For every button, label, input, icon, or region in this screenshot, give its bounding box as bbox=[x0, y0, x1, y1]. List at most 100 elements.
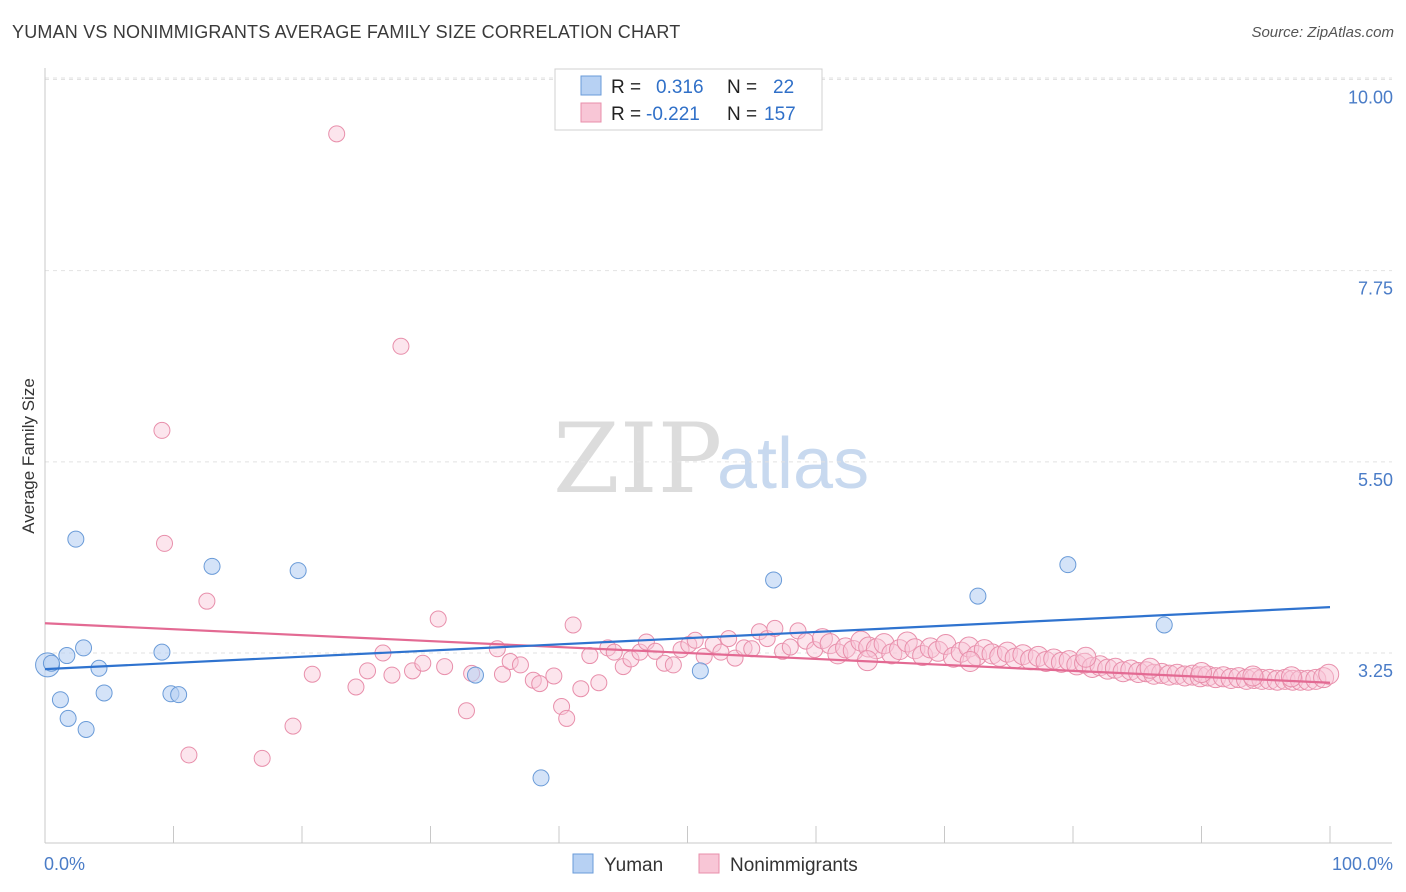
nonimmigrants-point bbox=[686, 631, 704, 649]
nonimmigrants-point bbox=[303, 665, 321, 683]
yuman-point bbox=[42, 654, 60, 672]
nonimmigrants-point bbox=[581, 647, 599, 665]
nonimmigrants-point bbox=[347, 678, 365, 696]
nonimmigrants-point bbox=[1242, 665, 1264, 687]
legend-r-label-yuman: R = bbox=[611, 77, 641, 98]
series-legend: Yuman Nonimmigrants bbox=[572, 853, 858, 876]
y-tick-label: 3.25 bbox=[1358, 661, 1393, 681]
nonimmigrants-point bbox=[1318, 663, 1340, 685]
yuman-point bbox=[466, 666, 484, 684]
yuman-point bbox=[289, 562, 307, 580]
nonimmigrants-point bbox=[1120, 659, 1142, 681]
nonimmigrants-point bbox=[359, 662, 377, 680]
legend-r-label-nonimmigrants: R = bbox=[611, 104, 641, 125]
yuman-point bbox=[691, 662, 709, 680]
yuman-point bbox=[77, 720, 95, 738]
nonimmigrants-point bbox=[156, 534, 174, 552]
legend-swatch-nonimmigrants bbox=[580, 102, 602, 123]
nonimmigrants-point bbox=[511, 656, 529, 674]
x-tick-label: 100.0% bbox=[1332, 854, 1393, 874]
yuman-point bbox=[765, 571, 783, 589]
nonimmigrants-point bbox=[743, 640, 761, 658]
nonimmigrants-point bbox=[253, 749, 271, 767]
nonimmigrants-point bbox=[605, 643, 623, 661]
nonimmigrants-point bbox=[180, 746, 198, 764]
nonimmigrants-point bbox=[781, 638, 799, 656]
yuman-point bbox=[75, 639, 93, 657]
yuman-point bbox=[153, 643, 171, 661]
x-tick-labels: 0.0% 100.0% bbox=[44, 854, 1393, 874]
nonimmigrants-point bbox=[720, 630, 738, 648]
yuman-point bbox=[969, 587, 987, 605]
yuman-point bbox=[203, 557, 221, 575]
nonimmigrants-point bbox=[1075, 646, 1097, 668]
legend-n-value-nonimmigrants: 157 bbox=[764, 104, 796, 125]
yuman-point bbox=[90, 659, 108, 677]
yuman-point bbox=[1155, 616, 1173, 634]
nonimmigrants-point bbox=[531, 675, 549, 693]
nonimmigrants-point bbox=[1135, 661, 1157, 683]
nonimmigrants-point bbox=[889, 639, 911, 661]
nonimmigrants-points bbox=[153, 125, 1340, 767]
yuman-trend-line bbox=[44, 606, 1331, 671]
y-tick-label: 10.00 bbox=[1348, 88, 1393, 108]
nonimmigrants-point bbox=[457, 702, 475, 720]
nonimmigrants-point bbox=[328, 125, 346, 143]
nonimmigrants-point bbox=[429, 610, 447, 628]
yuman-points bbox=[35, 530, 1173, 787]
nonimmigrants-point bbox=[935, 634, 957, 656]
axes bbox=[44, 68, 1392, 844]
nonimmigrants-point bbox=[1280, 666, 1302, 688]
nonimmigrants-point bbox=[835, 637, 857, 659]
nonimmigrants-point bbox=[1050, 651, 1072, 673]
y-tick-label: 5.50 bbox=[1358, 470, 1393, 490]
nonimmigrants-point bbox=[774, 642, 792, 660]
nonimmigrants-trend-line bbox=[44, 622, 1331, 684]
nonimmigrants-point bbox=[564, 616, 582, 634]
nonimmigrants-point bbox=[1097, 658, 1119, 680]
nonimmigrants-point bbox=[664, 656, 682, 674]
nonimmigrants-point bbox=[1035, 651, 1057, 673]
yuman-point bbox=[51, 691, 69, 709]
nonimmigrants-point bbox=[712, 643, 730, 661]
nonimmigrants-point bbox=[392, 337, 410, 355]
nonimmigrants-point bbox=[501, 653, 519, 671]
legend-n-label-yuman: N = bbox=[727, 77, 757, 98]
nonimmigrants-point bbox=[981, 643, 1003, 665]
x-tick-label: 0.0% bbox=[44, 854, 85, 874]
nonimmigrants-point bbox=[198, 592, 216, 610]
yuman-point bbox=[67, 530, 85, 548]
bottom-legend-swatch-yuman bbox=[572, 853, 594, 874]
legend-swatch-yuman bbox=[580, 75, 602, 96]
watermark-atlas: atlas bbox=[717, 424, 869, 504]
nonimmigrants-point bbox=[284, 717, 302, 735]
nonimmigrants-point bbox=[766, 619, 784, 637]
y-tick-labels: 3.25 5.50 7.75 10.00 bbox=[1348, 88, 1393, 682]
nonimmigrants-point bbox=[545, 667, 563, 685]
nonimmigrants-point bbox=[590, 674, 608, 692]
nonimmigrants-point bbox=[436, 658, 454, 676]
nonimmigrants-point bbox=[572, 680, 590, 698]
nonimmigrants-point bbox=[493, 665, 511, 683]
yuman-point bbox=[532, 769, 550, 787]
trend-lines bbox=[44, 606, 1331, 684]
yuman-point bbox=[170, 686, 188, 704]
bottom-legend-swatch-nonimmigrants bbox=[698, 853, 720, 874]
source-label: Source: ZipAtlas.com bbox=[1251, 24, 1394, 41]
chart-title: YUMAN VS NONIMMIGRANTS AVERAGE FAMILY SI… bbox=[12, 22, 681, 42]
nonimmigrants-point bbox=[414, 654, 432, 672]
yuman-point bbox=[59, 709, 77, 727]
correlation-legend: R = 0.316 N = 22 R = -0.221 N = 157 bbox=[554, 68, 823, 131]
nonimmigrants-point bbox=[1191, 662, 1212, 684]
legend-n-label-nonimmigrants: N = bbox=[727, 104, 757, 125]
yuman-point bbox=[95, 684, 113, 702]
bottom-legend-yuman: Yuman bbox=[604, 855, 663, 876]
bottom-legend-nonimmigrants: Nonimmigrants bbox=[730, 855, 858, 876]
nonimmigrants-point bbox=[1305, 668, 1327, 690]
legend-r-value-yuman: 0.316 bbox=[656, 77, 704, 98]
legend-r-value-nonimmigrants: -0.221 bbox=[646, 104, 700, 125]
legend-n-value-yuman: 22 bbox=[773, 77, 794, 98]
y-axis-label: Average Family Size bbox=[19, 378, 38, 534]
nonimmigrants-point bbox=[558, 709, 576, 727]
